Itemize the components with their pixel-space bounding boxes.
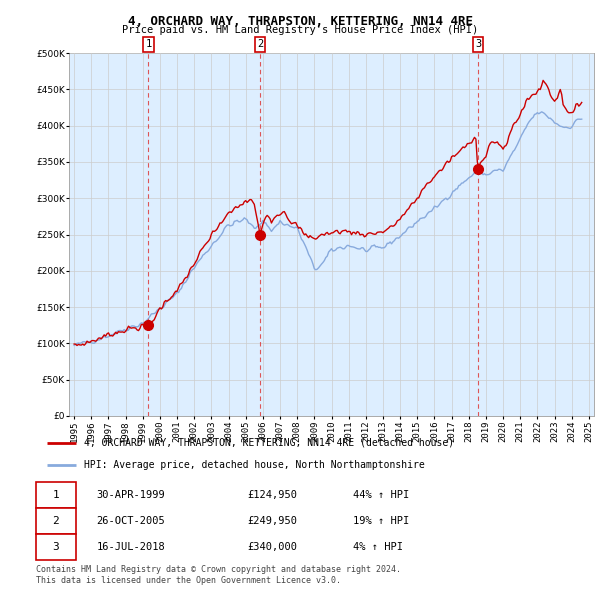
Text: 30-APR-1999: 30-APR-1999	[97, 490, 166, 500]
FancyBboxPatch shape	[36, 534, 76, 560]
Text: 44% ↑ HPI: 44% ↑ HPI	[353, 490, 409, 500]
Text: 2: 2	[52, 516, 59, 526]
Text: 2: 2	[257, 40, 263, 50]
Text: 4, ORCHARD WAY, THRAPSTON, KETTERING, NN14 4RE: 4, ORCHARD WAY, THRAPSTON, KETTERING, NN…	[128, 15, 473, 28]
Text: 26-OCT-2005: 26-OCT-2005	[97, 516, 166, 526]
Text: 19% ↑ HPI: 19% ↑ HPI	[353, 516, 409, 526]
Bar	[260, 53, 478, 416]
Text: 4% ↑ HPI: 4% ↑ HPI	[353, 542, 403, 552]
Text: £340,000: £340,000	[247, 542, 297, 552]
Text: 3: 3	[475, 40, 481, 50]
Text: Contains HM Land Registry data © Crown copyright and database right 2024.
This d: Contains HM Land Registry data © Crown c…	[36, 565, 401, 585]
Bar	[69, 53, 148, 416]
Text: £249,950: £249,950	[247, 516, 297, 526]
Text: 16-JUL-2018: 16-JUL-2018	[97, 542, 166, 552]
Text: £124,950: £124,950	[247, 490, 297, 500]
Bar	[478, 53, 594, 416]
Text: 3: 3	[52, 542, 59, 552]
Bar	[148, 53, 260, 416]
FancyBboxPatch shape	[36, 508, 76, 534]
Text: 4, ORCHARD WAY, THRAPSTON, KETTERING, NN14 4RE (detached house): 4, ORCHARD WAY, THRAPSTON, KETTERING, NN…	[83, 438, 454, 448]
Text: Price paid vs. HM Land Registry's House Price Index (HPI): Price paid vs. HM Land Registry's House …	[122, 25, 478, 35]
Text: HPI: Average price, detached house, North Northamptonshire: HPI: Average price, detached house, Nort…	[83, 460, 424, 470]
Text: 1: 1	[52, 490, 59, 500]
Text: 1: 1	[145, 40, 152, 50]
FancyBboxPatch shape	[36, 482, 76, 508]
